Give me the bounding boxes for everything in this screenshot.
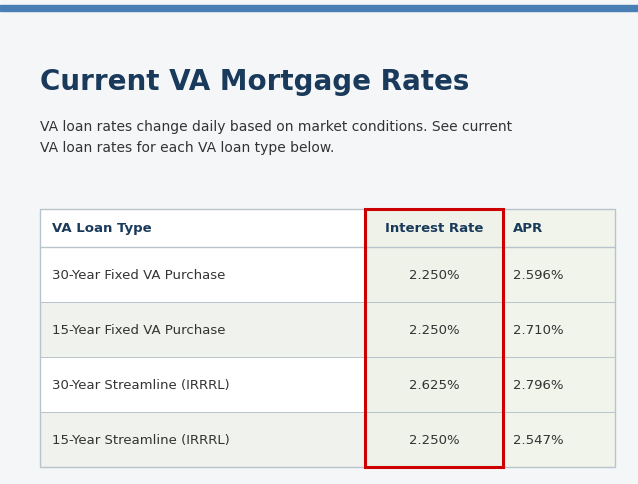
Bar bbox=[365, 210, 503, 467]
Text: 2.625%: 2.625% bbox=[408, 378, 459, 391]
Text: 30-Year Fixed VA Purchase: 30-Year Fixed VA Purchase bbox=[52, 269, 225, 281]
Text: 2.547%: 2.547% bbox=[513, 433, 563, 446]
Text: 2.250%: 2.250% bbox=[408, 433, 459, 446]
Bar bbox=[40, 412, 365, 467]
Text: APR: APR bbox=[513, 222, 543, 235]
Text: Current VA Mortgage Rates: Current VA Mortgage Rates bbox=[40, 68, 470, 96]
Text: VA Loan Type: VA Loan Type bbox=[52, 222, 152, 235]
Text: 15-Year Streamline (IRRRL): 15-Year Streamline (IRRRL) bbox=[52, 433, 230, 446]
Text: 2.796%: 2.796% bbox=[513, 378, 563, 391]
Bar bbox=[40, 302, 365, 357]
Bar bbox=[40, 210, 615, 467]
Bar bbox=[40, 210, 615, 467]
Bar bbox=[365, 210, 503, 467]
Text: VA loan rates change daily based on market conditions. See current
VA loan rates: VA loan rates change daily based on mark… bbox=[40, 120, 512, 154]
Text: 2.710%: 2.710% bbox=[513, 323, 563, 336]
Bar bbox=[503, 210, 615, 467]
Text: 2.250%: 2.250% bbox=[408, 323, 459, 336]
Text: 30-Year Streamline (IRRRL): 30-Year Streamline (IRRRL) bbox=[52, 378, 230, 391]
Text: 15-Year Fixed VA Purchase: 15-Year Fixed VA Purchase bbox=[52, 323, 225, 336]
Text: 2.596%: 2.596% bbox=[513, 269, 563, 281]
Text: 2.250%: 2.250% bbox=[408, 269, 459, 281]
Text: Interest Rate: Interest Rate bbox=[385, 222, 483, 235]
Bar bbox=[40, 247, 365, 302]
Bar bbox=[40, 357, 365, 412]
Bar bbox=[0, 6, 638, 12]
